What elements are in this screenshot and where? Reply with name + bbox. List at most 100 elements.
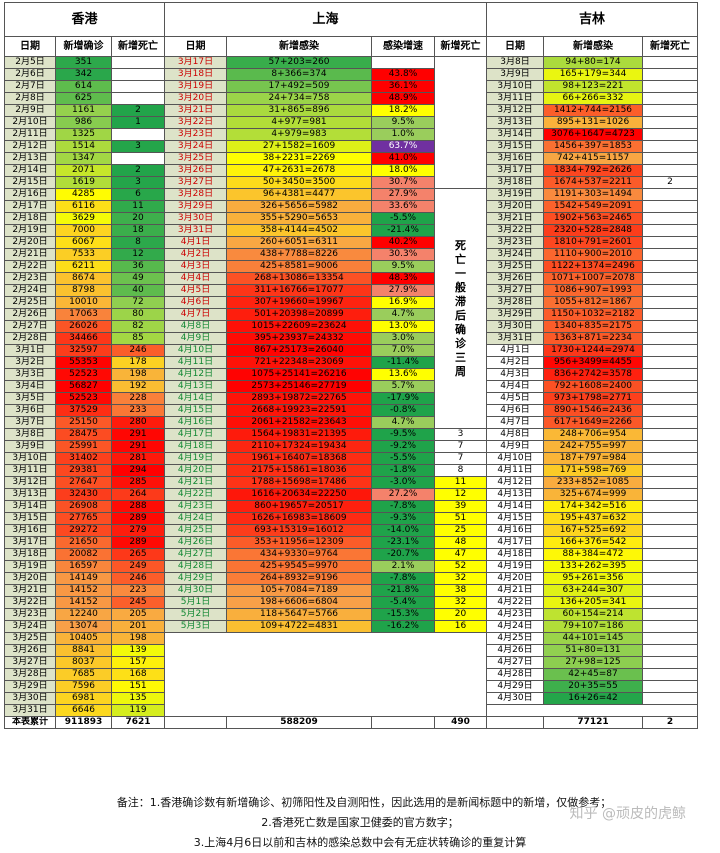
sh-col-header: 感染增速 <box>371 36 435 57</box>
sh-date: 3月18日 <box>164 68 227 81</box>
sh-date: 3月30日 <box>164 212 227 225</box>
sh-growth-rate: -21.8% <box>371 584 435 597</box>
sh-new-infections: 1616+20634=22250 <box>226 488 372 501</box>
sh-date: 4月6日 <box>164 296 227 309</box>
hk-date: 3月17日 <box>4 536 56 549</box>
jl-new-infections: 1674+537=2211 <box>543 176 643 189</box>
sh-new-deaths: 38 <box>434 584 487 597</box>
jl-date: 4月18日 <box>486 548 544 561</box>
jl-new-deaths <box>642 632 698 645</box>
hk-date: 2月9日 <box>4 104 56 117</box>
table-row: 3月4日 56827 192 4月13日 2573+25146=27719 5.7% 4月4… <box>4 380 698 393</box>
table-row: 3月19日 16597 249 4月28日 425+9545=9970 2.1% 52 4月1… <box>4 560 698 573</box>
table-row: 2月18日 3629 20 3月30日 355+5290=5653 -5.5% 3月21日 1… <box>4 212 698 225</box>
jl-new-infections: 1086+907=1993 <box>543 284 643 297</box>
sh-new-infections: 438+7788=8226 <box>226 248 372 261</box>
hk-new-deaths: 3 <box>111 176 165 189</box>
sh-new-infections: 2110+17324=19434 <box>226 440 372 453</box>
sh-new-deaths: 7 <box>434 452 487 465</box>
hk-date: 3月21日 <box>4 584 56 597</box>
jl-new-infections: 1191+303=1494 <box>543 188 643 201</box>
sh-new-infections: 1015+22609=23624 <box>226 320 372 333</box>
sh-new-infections: 2573+25146=27719 <box>226 380 372 393</box>
sh-col-header: 新增感染 <box>226 36 372 57</box>
sh-growth-rate: 27.2% <box>371 488 435 501</box>
sh-date: 4月28日 <box>164 560 227 573</box>
table-row: 3月1日 32597 246 4月10日 867+25173=26040 7.0% 4月1日… <box>4 344 698 357</box>
hk-new-deaths: 6 <box>111 188 165 201</box>
hk-new-cases: 31402 <box>55 452 112 465</box>
hk-new-deaths: 288 <box>111 500 165 513</box>
hk-date: 3月3日 <box>4 368 56 381</box>
jl-new-deaths <box>642 536 698 549</box>
sh-new-infections: 425+9545=9970 <box>226 560 372 573</box>
sh-new-infections: 96+4381=4477 <box>226 188 372 201</box>
jl-new-infections: 895+131=1026 <box>543 116 643 129</box>
hk-new-deaths: 2 <box>111 104 165 117</box>
table-row: 2月28日 34466 85 4月9日 395+23937=24332 3.0% 3月31日… <box>4 332 698 345</box>
jl-date: 4月23日 <box>486 608 544 621</box>
sh-date: 3月22日 <box>164 116 227 129</box>
jl-new-deaths <box>642 476 698 489</box>
jl-new-deaths <box>642 560 698 573</box>
jl-new-deaths <box>642 260 698 273</box>
jl-new-deaths <box>642 692 698 705</box>
table-row: 3月7日 25150 280 4月16日 2061+21582=23643 4.7% 4月7… <box>4 416 698 429</box>
hk-new-cases: 1619 <box>55 176 112 189</box>
note-2: 2.香港死亡数是国家卫健委的官方数字； <box>261 816 459 829</box>
sh-date: 4月17日 <box>164 428 227 441</box>
hk-new-deaths: 246 <box>111 344 165 357</box>
jl-date: 4月15日 <box>486 512 544 525</box>
sh-new-deaths: 7 <box>434 440 487 453</box>
jl-date: 4月12日 <box>486 476 544 489</box>
sh-growth-rate: 9.5% <box>371 260 435 273</box>
hk-new-cases: 14152 <box>55 584 112 597</box>
table-row: 2月17日 6116 11 3月29日 326+5656=5982 33.6% 3月20日 1… <box>4 200 698 213</box>
jl-new-infections: 195+437=632 <box>543 512 643 525</box>
sh-new-infections: 2893+19872=22765 <box>226 392 372 405</box>
table-row: 3月11日 29381 294 4月20日 2175+15861=18036 -1.8% 8… <box>4 464 698 477</box>
jl-date: 4月26日 <box>486 644 544 657</box>
sh-date: 5月3日 <box>164 620 227 633</box>
jl-date: 4月29日 <box>486 680 544 693</box>
jl-date: 4月19日 <box>486 560 544 573</box>
sh-col-header: 新增死亡 <box>434 36 487 57</box>
jl-date: 3月13日 <box>486 116 544 129</box>
hk-date: 3月5日 <box>4 392 56 405</box>
sh-date: 3月25日 <box>164 152 227 165</box>
sh-new-infections: 260+6051=6311 <box>226 236 372 249</box>
hk-date: 2月13日 <box>4 152 56 165</box>
jl-new-infections: 1122+1374=2496 <box>543 260 643 273</box>
sh-growth-rate: -11.4% <box>371 356 435 369</box>
sh-growth-rate: 43.8% <box>371 68 435 81</box>
hk-new-deaths: 151 <box>111 680 165 693</box>
sh-new-infections: 109+4722=4831 <box>226 620 372 633</box>
sh-date: 3月26日 <box>164 164 227 177</box>
hk-new-deaths: 139 <box>111 644 165 657</box>
jl-new-infections: 51+80=131 <box>543 644 643 657</box>
hk-new-deaths: 246 <box>111 572 165 585</box>
jl-new-infections: 136+205=341 <box>543 596 643 609</box>
sh-new-infections: 425+8581=9006 <box>226 260 372 273</box>
jl-date: 3月27日 <box>486 284 544 297</box>
sh-new-infections: 31+865=896 <box>226 104 372 117</box>
jl-date: 3月19日 <box>486 188 544 201</box>
jl-new-deaths <box>642 308 698 321</box>
hk-date: 3月7日 <box>4 416 56 429</box>
sh-growth-rate: 33.6% <box>371 200 435 213</box>
hk-new-deaths: 20 <box>111 212 165 225</box>
sh-new-infections: 105+7084=7189 <box>226 584 372 597</box>
hk-new-deaths: 281 <box>111 452 165 465</box>
hk-new-cases: 13074 <box>55 620 112 633</box>
sh-new-infections: 38+2231=2269 <box>226 152 372 165</box>
hk-new-cases: 21650 <box>55 536 112 549</box>
table-row: 2月25日 10010 72 4月6日 307+19660=19967 16.9% 3月28… <box>4 296 698 309</box>
sh-new-infections: 434+9330=9764 <box>226 548 372 561</box>
hk-new-deaths: 198 <box>111 632 165 645</box>
sh-growth-rate: -23.1% <box>371 536 435 549</box>
hk-new-cases: 8798 <box>55 284 112 297</box>
jl-date: 4月1日 <box>486 344 544 357</box>
jl-new-deaths <box>642 548 698 561</box>
hk-new-cases: 56827 <box>55 380 112 393</box>
sh-new-infections: 4+977=981 <box>226 116 372 129</box>
